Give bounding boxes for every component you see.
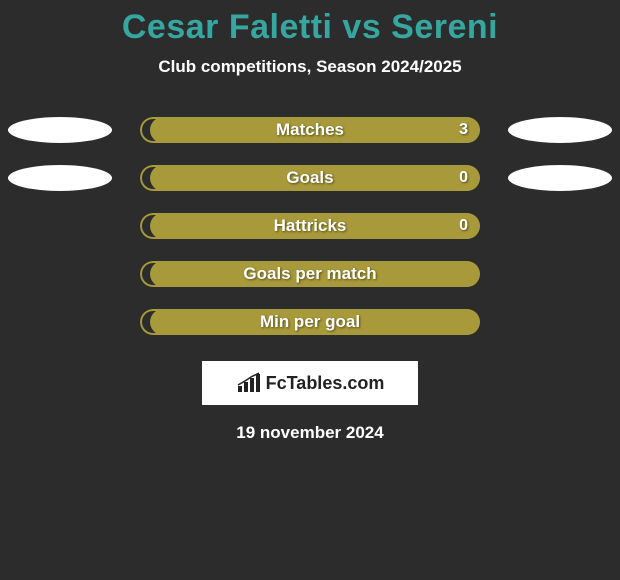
player-right-marker: [508, 117, 612, 143]
bar-chart-icon: [236, 372, 262, 394]
stat-row: Min per goal: [0, 309, 620, 335]
comparison-card: Cesar Faletti vs Sereni Club competition…: [0, 0, 620, 443]
player-left-marker: [8, 117, 112, 143]
stat-row: Matches 3: [0, 117, 620, 143]
stat-bar: Min per goal: [140, 309, 480, 335]
site-logo-box[interactable]: FcTables.com: [202, 361, 418, 405]
stat-bar: Goals 0: [140, 165, 480, 191]
site-logo-text: FcTables.com: [266, 373, 385, 394]
stat-label: Hattricks: [274, 216, 347, 236]
player-left-marker: [8, 165, 112, 191]
stat-label: Min per goal: [260, 312, 360, 332]
page-title: Cesar Faletti vs Sereni: [0, 8, 620, 47]
stat-label: Goals per match: [243, 264, 376, 284]
stat-bar: Matches 3: [140, 117, 480, 143]
stat-label: Goals: [286, 168, 333, 188]
stat-rows: Matches 3 Goals 0 Hattricks 0 Goals per match M…: [0, 117, 620, 335]
player-right-marker: [508, 165, 612, 191]
stat-row: Goals per match: [0, 261, 620, 287]
stat-label: Matches: [276, 120, 344, 140]
date-label: 19 november 2024: [0, 423, 620, 443]
stat-bar: Hattricks 0: [140, 213, 480, 239]
stat-row: Goals 0: [0, 165, 620, 191]
stat-right-value: 3: [459, 121, 468, 139]
stat-right-value: 0: [459, 169, 468, 187]
stat-bar: Goals per match: [140, 261, 480, 287]
stat-row: Hattricks 0: [0, 213, 620, 239]
subtitle: Club competitions, Season 2024/2025: [0, 57, 620, 77]
stat-right-value: 0: [459, 217, 468, 235]
